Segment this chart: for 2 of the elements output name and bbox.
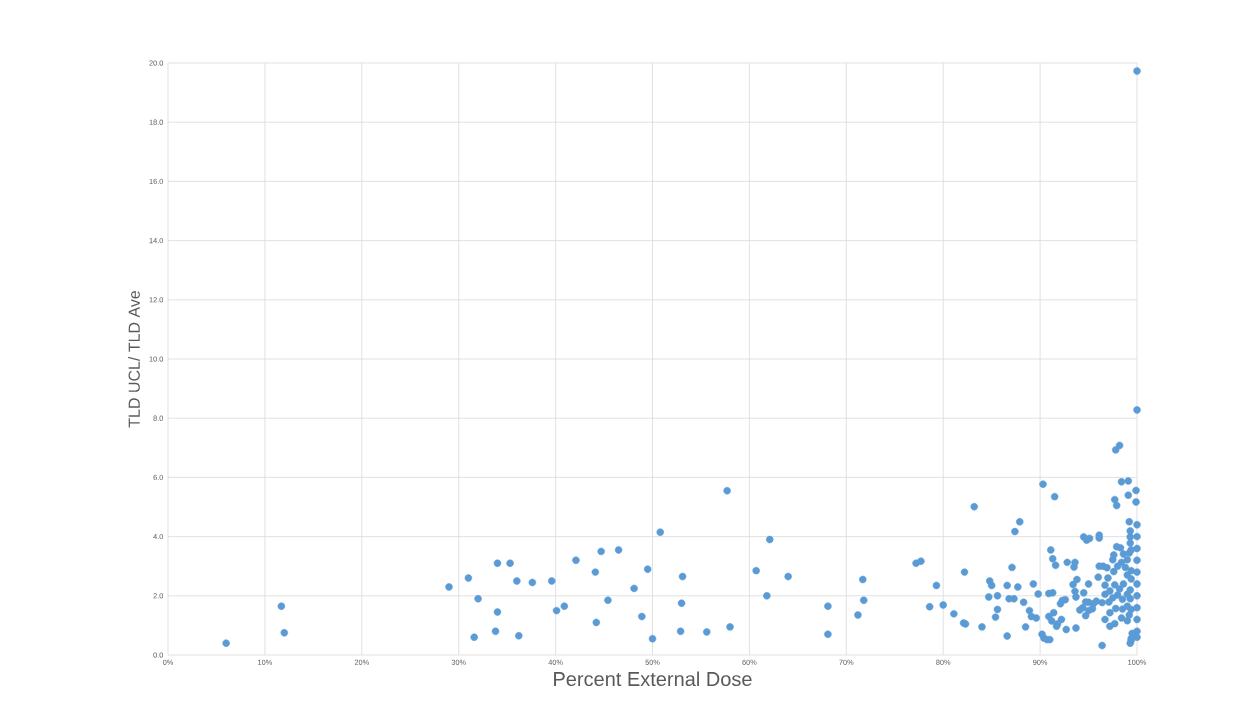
y-axis-title: TLD UCL/ TLD Ave bbox=[128, 290, 140, 428]
x-axis-title: Percent External Dose bbox=[554, 671, 752, 687]
